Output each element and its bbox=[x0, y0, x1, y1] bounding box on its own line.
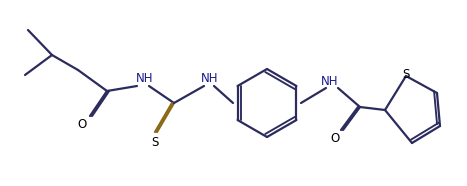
Text: NH: NH bbox=[321, 75, 339, 87]
Text: O: O bbox=[78, 118, 86, 131]
Text: S: S bbox=[402, 68, 410, 81]
Text: NH: NH bbox=[201, 71, 219, 84]
Text: O: O bbox=[330, 132, 340, 145]
Text: NH: NH bbox=[136, 71, 154, 84]
Text: S: S bbox=[151, 135, 159, 148]
